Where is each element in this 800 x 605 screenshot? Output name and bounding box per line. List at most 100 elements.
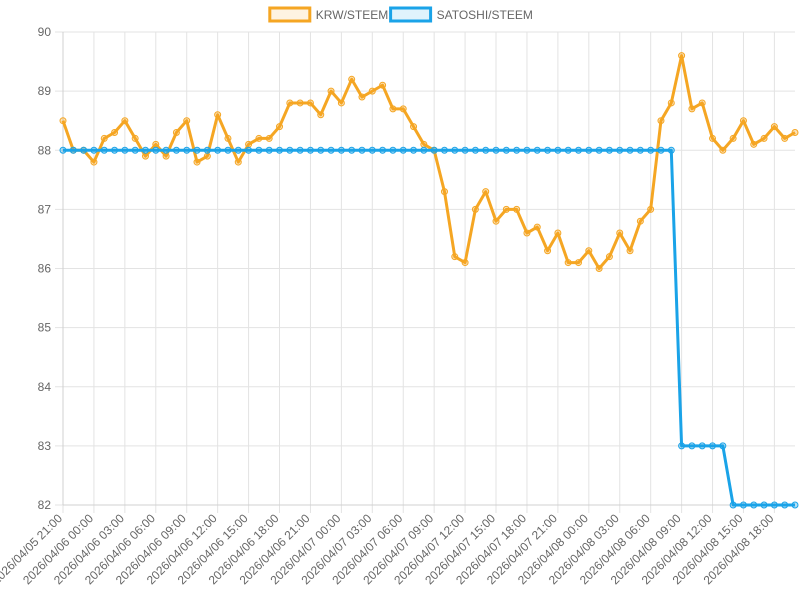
data-point-krw-steem: [729, 134, 737, 142]
data-point-krw-steem: [554, 229, 562, 237]
data-point-krw-steem: [286, 99, 294, 107]
data-point-satoshi-steem: [750, 501, 758, 509]
data-point-krw-steem: [265, 134, 273, 142]
data-point-satoshi-steem: [90, 146, 98, 154]
data-point-satoshi-steem: [296, 146, 304, 154]
data-point-satoshi-steem: [760, 501, 768, 509]
data-point-satoshi-steem: [286, 146, 294, 154]
data-point-satoshi-steem: [368, 146, 376, 154]
data-point-krw-steem: [337, 99, 345, 107]
legend-swatch-satoshi-steem: [389, 6, 433, 23]
data-point-krw-steem: [255, 134, 263, 142]
data-point-krw-steem: [595, 265, 603, 272]
data-point-satoshi-steem: [657, 146, 665, 154]
data-point-satoshi-steem: [100, 146, 108, 154]
data-point-krw-steem: [544, 247, 552, 255]
data-point-krw-steem: [111, 129, 119, 137]
data-point-satoshi-steem: [626, 146, 634, 154]
data-point-krw-steem: [141, 152, 149, 160]
data-point-satoshi-steem: [379, 146, 387, 154]
data-point-krw-steem: [636, 217, 644, 225]
data-point-krw-steem: [533, 223, 541, 231]
data-point-satoshi-steem: [719, 442, 727, 450]
data-point-krw-steem: [719, 146, 727, 154]
data-point-krw-steem: [214, 111, 222, 119]
data-point-krw-steem: [121, 117, 129, 125]
data-point-satoshi-steem: [69, 146, 77, 154]
data-point-krw-steem: [358, 93, 366, 101]
data-point-krw-steem: [368, 87, 376, 95]
data-point-satoshi-steem: [172, 146, 180, 154]
data-point-satoshi-steem: [183, 146, 191, 154]
data-point-satoshi-steem: [471, 146, 479, 154]
data-point-krw-steem: [616, 229, 624, 237]
data-point-satoshi-steem: [585, 146, 593, 154]
data-point-krw-steem: [770, 123, 778, 131]
data-point-satoshi-steem: [430, 146, 438, 154]
data-point-krw-steem: [482, 188, 490, 196]
data-point-satoshi-steem: [709, 442, 717, 450]
data-point-satoshi-steem: [80, 146, 88, 154]
data-point-krw-steem: [471, 205, 479, 213]
data-point-satoshi-steem: [224, 146, 232, 154]
grid: [55, 31, 795, 513]
data-point-satoshi-steem: [265, 146, 273, 154]
data-point-satoshi-steem: [59, 146, 67, 154]
data-point-satoshi-steem: [317, 146, 325, 154]
data-point-krw-steem: [657, 117, 665, 125]
data-point-krw-steem: [667, 99, 675, 107]
data-point-satoshi-steem: [781, 501, 789, 509]
y-tick-label: 82: [38, 498, 52, 512]
data-point-krw-steem: [523, 229, 531, 237]
y-tick-label: 86: [38, 262, 52, 276]
data-point-satoshi-steem: [214, 146, 222, 154]
data-point-satoshi-steem: [636, 146, 644, 154]
data-point-satoshi-steem: [141, 146, 149, 154]
data-point-krw-steem: [296, 99, 304, 107]
data-point-satoshi-steem: [729, 501, 737, 509]
data-point-satoshi-steem: [348, 146, 356, 154]
data-point-krw-steem: [698, 99, 706, 107]
data-point-krw-steem: [461, 259, 469, 267]
data-point-satoshi-steem: [688, 442, 696, 450]
data-point-satoshi-steem: [564, 146, 572, 154]
data-point-krw-steem: [781, 134, 789, 142]
data-point-krw-steem: [162, 152, 170, 160]
data-point-krw-steem: [688, 105, 696, 113]
data-point-satoshi-steem: [389, 146, 397, 154]
data-point-krw-steem: [183, 117, 191, 125]
series: [59, 52, 799, 509]
data-point-satoshi-steem: [121, 146, 129, 154]
legend-label-satoshi-steem: SATOSHI/STEEM: [437, 8, 533, 22]
legend: KRW/STEEM SATOSHI/STEEM: [268, 6, 533, 23]
data-point-satoshi-steem: [791, 501, 799, 509]
y-tick-label: 85: [38, 321, 52, 335]
data-point-satoshi-steem: [698, 442, 706, 450]
data-point-satoshi-steem: [605, 146, 613, 154]
data-point-krw-steem: [791, 129, 799, 137]
data-point-krw-steem: [647, 205, 655, 213]
data-point-krw-steem: [276, 123, 284, 131]
data-point-krw-steem: [399, 105, 407, 113]
data-point-krw-steem: [440, 188, 448, 196]
y-tick-label: 84: [38, 380, 52, 394]
data-point-satoshi-steem: [306, 146, 314, 154]
data-point-krw-steem: [564, 259, 572, 267]
data-point-krw-steem: [760, 134, 768, 142]
data-point-krw-steem: [306, 99, 314, 107]
data-point-krw-steem: [513, 205, 521, 213]
data-point-satoshi-steem: [678, 442, 686, 450]
data-point-krw-steem: [327, 87, 335, 95]
y-tick-label: 88: [38, 143, 52, 157]
legend-label-krw-steem: KRW/STEEM: [316, 8, 388, 22]
data-point-satoshi-steem: [410, 146, 418, 154]
data-point-krw-steem: [626, 247, 634, 255]
data-point-krw-steem: [224, 134, 232, 142]
data-point-krw-steem: [172, 129, 180, 137]
data-point-krw-steem: [410, 123, 418, 131]
data-point-satoshi-steem: [595, 146, 603, 154]
data-point-krw-steem: [502, 205, 510, 213]
data-point-satoshi-steem: [770, 501, 778, 509]
data-point-krw-steem: [709, 134, 717, 142]
